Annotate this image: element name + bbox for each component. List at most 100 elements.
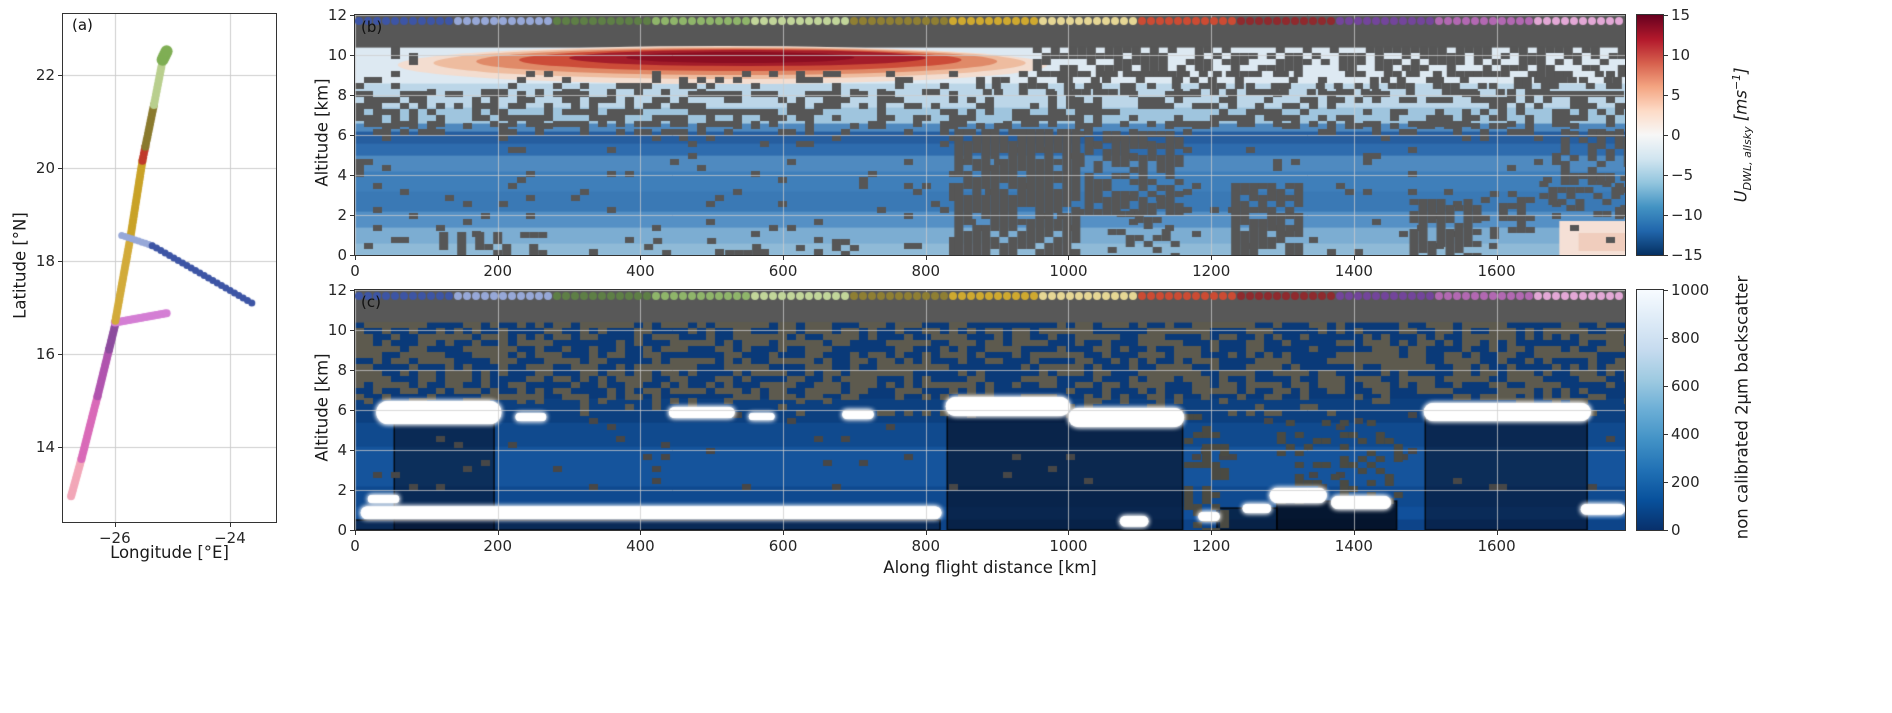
x-tick-label: 1200 xyxy=(1192,537,1231,555)
x-tick-mark xyxy=(229,523,231,527)
colorbar-tick-label: 5 xyxy=(1671,86,1681,104)
y-tick-label: 4 xyxy=(337,166,347,184)
wind-colorbar-label: UDWL, allsky [ms−1] xyxy=(1730,0,1754,285)
colorbar-tick-mark xyxy=(1664,175,1668,176)
colorbar-tick-mark xyxy=(1664,55,1668,56)
y-tick-mark xyxy=(350,530,354,531)
x-tick-label: 400 xyxy=(626,537,655,555)
y-tick-label: 18 xyxy=(35,252,55,270)
y-tick-label: 10 xyxy=(327,321,347,339)
x-tick-label: 1600 xyxy=(1477,537,1516,555)
y-tick-label: 12 xyxy=(327,281,347,299)
colorbar-tick-mark xyxy=(1664,386,1668,387)
colorbar-tick-label: 200 xyxy=(1671,473,1700,491)
x-tick-mark xyxy=(114,523,116,527)
y-tick-mark xyxy=(58,167,62,169)
y-tick-mark xyxy=(350,15,354,16)
y-tick-label: 22 xyxy=(35,65,55,84)
x-tick-label: 200 xyxy=(483,537,512,555)
y-tick-mark xyxy=(350,215,354,216)
y-tick-mark xyxy=(350,255,354,256)
x-tick-label: 600 xyxy=(768,537,798,555)
x-tick-mark xyxy=(1353,531,1355,535)
wind-curtain-canvas xyxy=(355,15,1625,255)
colorbar-tick-label: −15 xyxy=(1671,246,1703,264)
y-tick-label: 0 xyxy=(337,521,347,539)
y-tick-label: 4 xyxy=(337,441,347,459)
x-tick-mark xyxy=(355,256,356,260)
x-tick-label: 800 xyxy=(911,537,941,555)
colorbar-tick-label: 1000 xyxy=(1671,281,1710,299)
y-tick-mark xyxy=(350,135,354,136)
x-tick-mark xyxy=(640,256,642,260)
wind-label-unit: [ms xyxy=(1731,90,1751,127)
panel-a-plot xyxy=(62,13,277,523)
x-tick-mark xyxy=(783,531,785,535)
panel-b-plot xyxy=(354,14,1626,256)
y-tick-mark xyxy=(350,330,354,331)
x-tick-label: 800 xyxy=(911,262,941,280)
x-tick-label: 1000 xyxy=(1049,262,1088,280)
x-tick-label: −26 xyxy=(98,529,131,547)
y-tick-mark xyxy=(350,290,354,291)
flight-track-canvas xyxy=(63,14,276,522)
x-tick-label: 1200 xyxy=(1192,262,1231,280)
panel-c-label: (c) xyxy=(361,293,381,311)
x-tick-label: 1600 xyxy=(1477,262,1516,280)
x-tick-mark xyxy=(497,531,499,535)
wind-label-close: ] xyxy=(1731,67,1751,74)
x-axis-label: Along flight distance [km] xyxy=(883,558,1097,577)
x-tick-mark xyxy=(497,256,499,260)
colorbar-tick-mark xyxy=(1664,215,1668,216)
wind-colorbar xyxy=(1636,14,1664,256)
panel-c-plot xyxy=(354,289,1626,531)
x-tick-mark xyxy=(1496,256,1498,260)
x-tick-mark xyxy=(355,531,356,535)
x-tick-mark xyxy=(1211,256,1213,260)
y-tick-mark xyxy=(350,370,354,371)
colorbar-tick-mark xyxy=(1664,434,1668,435)
panel-a-label: (a) xyxy=(72,16,93,34)
y-tick-label: 6 xyxy=(337,126,347,144)
x-tick-label: −24 xyxy=(214,529,246,547)
x-tick-label: 1400 xyxy=(1334,537,1373,555)
colorbar-tick-label: −10 xyxy=(1671,206,1703,224)
panel-a-xlabel: Longitude [°E] xyxy=(110,543,229,562)
y-tick-mark xyxy=(58,447,62,449)
x-tick-mark xyxy=(925,256,927,260)
colorbar-tick-label: 0 xyxy=(1671,126,1681,144)
colorbar-tick-label: −5 xyxy=(1671,166,1694,184)
wind-colorbar-gradient xyxy=(1637,15,1663,255)
x-tick-mark xyxy=(1211,531,1213,535)
y-tick-label: 2 xyxy=(337,206,347,224)
colorbar-tick-label: 800 xyxy=(1671,329,1700,347)
wind-label-sub: DWL, allsky xyxy=(1740,126,1754,191)
y-tick-mark xyxy=(350,55,354,56)
y-tick-label: 12 xyxy=(327,6,347,24)
colorbar-tick-mark xyxy=(1664,135,1668,136)
colorbar-tick-mark xyxy=(1664,255,1668,256)
y-tick-mark xyxy=(58,74,62,76)
colorbar-tick-mark xyxy=(1664,95,1668,96)
y-tick-label: 14 xyxy=(35,438,55,457)
y-tick-label: 16 xyxy=(35,345,55,364)
y-tick-label: 20 xyxy=(35,158,55,177)
x-tick-mark xyxy=(783,256,785,260)
x-tick-mark xyxy=(1496,531,1498,535)
colorbar-tick-mark xyxy=(1664,290,1668,291)
y-tick-label: 8 xyxy=(337,86,347,104)
y-tick-label: 0 xyxy=(337,246,347,264)
x-tick-label: 600 xyxy=(768,262,798,280)
y-tick-mark xyxy=(58,354,62,356)
x-tick-label: 0 xyxy=(350,537,360,555)
x-tick-mark xyxy=(1068,531,1070,535)
colorbar-tick-label: 400 xyxy=(1671,425,1700,443)
x-tick-mark xyxy=(925,531,927,535)
backscatter-colorbar xyxy=(1636,289,1664,531)
colorbar-tick-mark xyxy=(1664,338,1668,339)
y-tick-mark xyxy=(350,410,354,411)
y-tick-label: 2 xyxy=(337,481,347,499)
colorbar-tick-label: 15 xyxy=(1671,6,1691,24)
colorbar-tick-mark xyxy=(1664,15,1668,16)
